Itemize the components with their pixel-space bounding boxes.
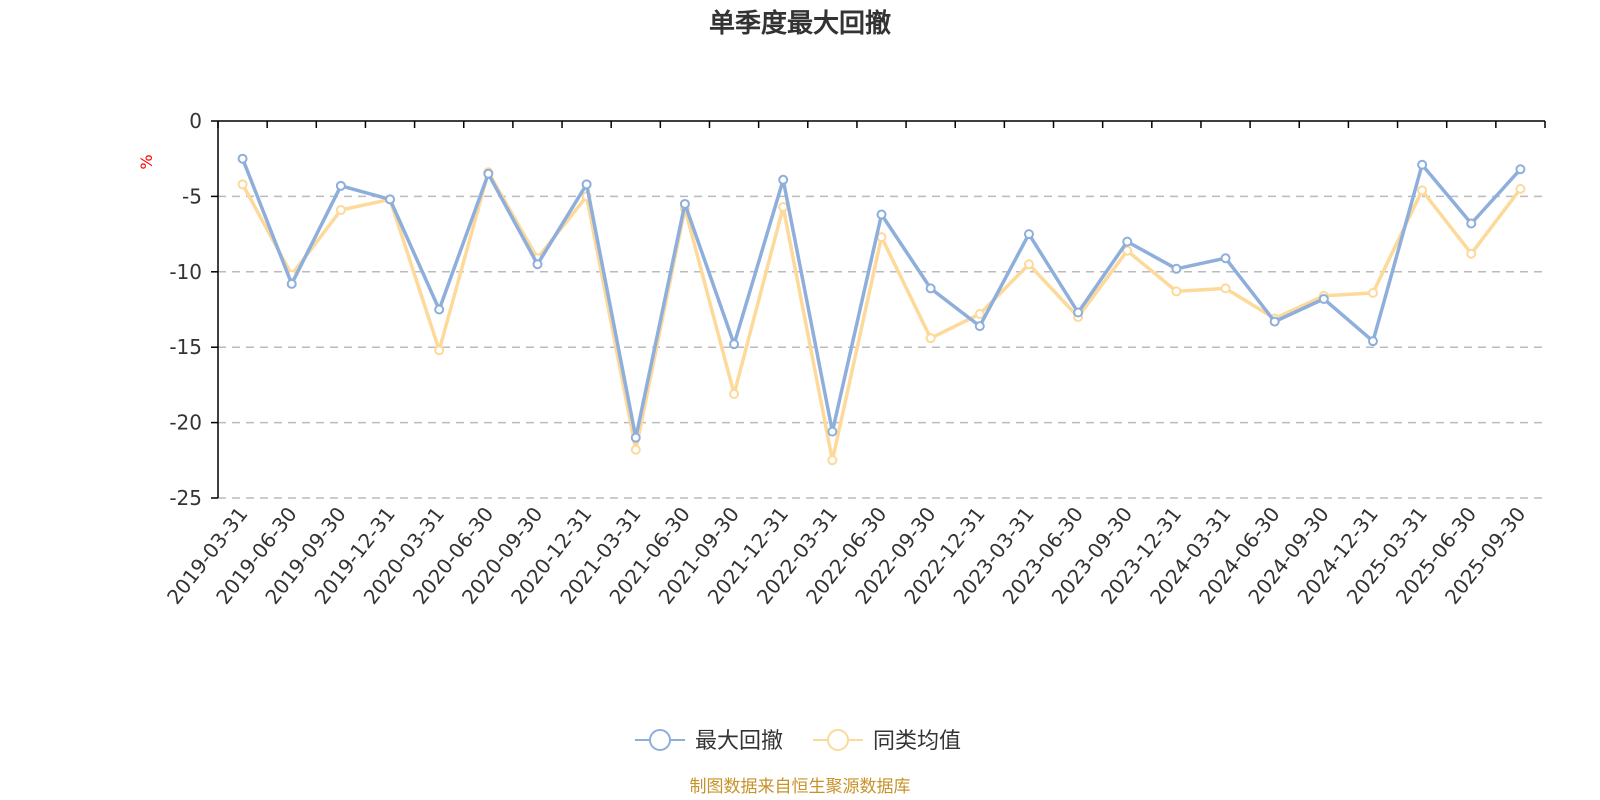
data-point-s0-6: [532, 259, 543, 270]
y-tick-label-5: -25: [169, 486, 202, 510]
data-point-s0-19: [1171, 263, 1182, 274]
data-point-s0-9: [679, 198, 690, 209]
data-point-s0-16: [1023, 229, 1034, 240]
series-0: [237, 153, 1526, 443]
y-tick-labels: 0 -5 -10 -15 -20 -25: [169, 109, 202, 510]
axes: [211, 120, 1546, 499]
data-point-s0-2: [335, 180, 346, 191]
data-point-s1-20: [1220, 283, 1231, 294]
data-point-s1-4: [434, 345, 445, 356]
data-point-s0-20: [1220, 253, 1231, 264]
series-lines: [237, 153, 1526, 466]
data-point-s0-12: [827, 426, 838, 437]
data-point-s1-15: [974, 309, 985, 320]
data-point-s1-18: [1122, 245, 1133, 256]
data-point-s0-8: [630, 432, 641, 443]
data-point-s1-0: [237, 179, 248, 190]
data-point-s0-11: [778, 174, 789, 185]
data-point-s0-13: [876, 209, 887, 220]
legend[interactable]: 最大回撤 同类均值: [635, 729, 961, 754]
series-1: [237, 167, 1526, 466]
data-point-s0-15: [974, 321, 985, 332]
data-point-s1-25: [1466, 248, 1477, 259]
y-tick-label-0: 0: [189, 109, 202, 133]
y-tick-label-3: -15: [169, 335, 202, 359]
data-point-s0-23: [1367, 336, 1378, 347]
data-point-s1-10: [729, 388, 740, 399]
data-point-s1-26: [1515, 183, 1526, 194]
data-point-s0-17: [1073, 307, 1084, 318]
data-point-s1-24: [1417, 185, 1428, 196]
data-point-s0-21: [1269, 316, 1280, 327]
source-note: 制图数据来自恒生聚源数据库: [690, 777, 911, 797]
data-point-s0-5: [483, 168, 494, 179]
data-point-s1-2: [335, 204, 346, 215]
y-tick-label-2: -10: [169, 260, 202, 284]
y-tick-label-4: -20: [169, 411, 202, 435]
data-point-s0-22: [1318, 293, 1329, 304]
legend-label-peer-average: 同类均值: [873, 729, 961, 754]
data-point-s1-11: [778, 201, 789, 212]
data-point-s1-12: [827, 455, 838, 466]
data-point-s0-25: [1466, 218, 1477, 229]
data-point-s1-16: [1023, 259, 1034, 270]
y-tick-label-1: -5: [182, 184, 202, 208]
legend-marker-peer-average: [827, 729, 849, 751]
data-point-s0-3: [385, 194, 396, 205]
data-point-s0-24: [1417, 159, 1428, 170]
data-point-s0-0: [237, 153, 248, 164]
grid-lines: [218, 195, 1545, 499]
data-point-s0-18: [1122, 236, 1133, 247]
data-point-s0-14: [925, 283, 936, 294]
data-point-s0-7: [581, 179, 592, 190]
legend-item-peer-average[interactable]: 同类均值: [813, 729, 961, 754]
data-point-s1-8: [630, 444, 641, 455]
data-point-s1-14: [925, 333, 936, 344]
legend-marker-max-drawdown: [649, 729, 671, 751]
data-point-s0-26: [1515, 164, 1526, 175]
data-point-s0-10: [729, 339, 740, 350]
data-point-s0-4: [434, 304, 445, 315]
data-point-s0-1: [286, 278, 297, 289]
data-point-s1-23: [1367, 287, 1378, 298]
y-axis-unit: %: [137, 154, 156, 169]
data-point-s1-19: [1171, 286, 1182, 297]
legend-item-max-drawdown[interactable]: 最大回撤: [635, 729, 783, 754]
legend-label-max-drawdown: 最大回撤: [695, 729, 783, 754]
x-tick-labels: 2019-03-312019-06-302019-09-302019-12-31…: [162, 502, 1530, 608]
chart-title: 单季度最大回撤: [709, 8, 891, 39]
